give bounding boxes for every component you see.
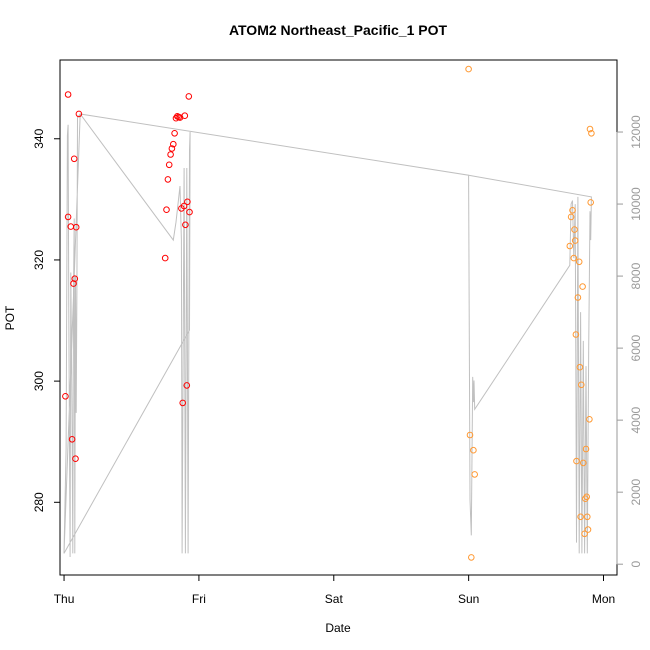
series-1-point [183,382,191,389]
series-1-point [171,130,178,137]
series-1-point [184,198,191,206]
series-2-point [584,513,591,521]
series-2-point [578,381,585,389]
series-1-point [68,436,76,443]
secondary-series-line [63,113,592,558]
series-2-point [577,513,584,521]
series-2-point [581,530,588,538]
chart-title: ATOM2 Northeast_Pacific_1 POT [229,22,448,38]
y-tick-label: 340 [32,128,46,148]
series-2-point [571,237,579,244]
y-tick-label: 300 [32,371,46,391]
series-2-point [465,65,472,73]
series-1-point [167,151,174,158]
series-1-point [181,112,189,119]
series-2-point [470,446,477,454]
series-2-point [574,294,582,301]
series-2-point [586,416,593,423]
series-2-point [570,254,578,262]
series-2-point [566,242,574,250]
series-1-point [72,223,80,231]
series-2-point [588,130,595,137]
secondary-y-axis: 0 2000 4000 6000 8000 10000 12000 [616,115,643,568]
series-1-point [70,155,78,163]
series-2-point [587,199,595,206]
y2-tick-label: 12000 [629,115,643,149]
y-axis: 280 300 320 340 [32,128,61,512]
series-1-point [161,254,169,262]
series-2-point [582,445,590,453]
y2-tick-label: 8000 [629,262,643,289]
series-2-point [586,125,594,133]
series-2-point [471,471,479,478]
series-2-point [567,213,575,221]
x-tick-label: Sat [325,592,344,606]
series-1-point [180,202,188,210]
series-1-point [64,91,72,98]
y-axis-label: POT [3,305,17,330]
x-axis-label: Date [325,621,351,635]
y2-tick-label: 2000 [629,478,643,505]
series-2-point [580,459,587,467]
y2-tick-label: 0 [629,561,643,568]
x-tick-label: Mon [592,592,615,606]
series-1-point [179,399,186,407]
x-tick-label: Thu [54,592,75,606]
y-tick-label: 280 [32,492,46,512]
series-1-point [64,213,72,221]
x-axis: Thu Fri Sat Sun Mon [54,574,615,606]
plot-frame [59,59,618,576]
series-2-point [576,363,584,371]
series-2-point [582,495,589,503]
series-1-point [71,275,79,283]
y2-tick-label: 6000 [629,334,643,361]
series-1-point [186,208,193,216]
series-2-point [573,457,580,465]
y2-tick-label: 10000 [629,187,643,221]
y2-tick-label: 4000 [629,406,643,433]
secondary-line-layer [63,113,592,558]
series-1-point [62,393,69,400]
series-2-point [579,283,586,290]
series-2-point [569,207,576,214]
x-tick-label: Sun [458,592,479,606]
series-2-point [466,431,474,439]
y-tick-label: 320 [32,250,46,270]
series-2-point [572,331,580,338]
series-1-point [165,161,173,169]
series-1-point [168,145,176,152]
series-1-point [182,221,189,229]
series-1-point [185,93,193,100]
series-1-point [75,110,83,118]
series-1-point [163,206,170,213]
series-2-point [583,493,591,501]
series-1-point [72,455,79,463]
series-2-point [575,258,583,266]
series-2-point [571,226,578,233]
series-1-point [164,176,172,183]
series-1-point [170,140,177,148]
series-2-point [468,554,475,561]
x-tick-label: Fri [192,592,206,606]
series-2-point [584,526,592,533]
series-points-layer [62,65,595,561]
